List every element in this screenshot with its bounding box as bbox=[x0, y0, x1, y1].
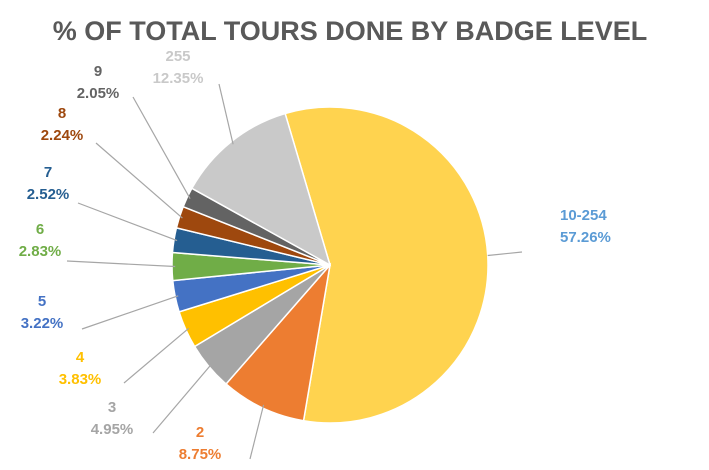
slice-label-name-10-254: 10-254 bbox=[560, 207, 607, 224]
slice-label-name-5: 5 bbox=[38, 293, 46, 310]
leader-line-4 bbox=[123, 327, 190, 384]
leader-line-6 bbox=[66, 260, 176, 268]
slice-label-name-2: 2 bbox=[196, 424, 204, 441]
leader-line-255 bbox=[218, 83, 234, 145]
slice-label-name-7: 7 bbox=[44, 164, 52, 181]
slice-label-name-255: 255 bbox=[165, 48, 190, 65]
leader-line-7 bbox=[77, 202, 178, 242]
slice-label-pct-9: 2.05% bbox=[77, 85, 120, 102]
pie-slices bbox=[171, 106, 489, 424]
leader-line-5 bbox=[81, 295, 179, 330]
leader-line-9 bbox=[132, 96, 191, 199]
slice-label-name-8: 8 bbox=[58, 105, 66, 122]
slice-label-pct-5: 3.22% bbox=[21, 315, 64, 332]
chart-title: % OF TOTAL TOURS DONE BY BADGE LEVEL bbox=[53, 16, 648, 46]
slice-label-name-4: 4 bbox=[76, 349, 85, 366]
slice-label-pct-8: 2.24% bbox=[41, 127, 84, 144]
slice-label-pct-2: 8.75% bbox=[179, 446, 222, 463]
pie-slice-10-254 bbox=[284, 106, 489, 424]
slice-label-pct-10-254: 57.26% bbox=[560, 229, 611, 246]
leader-line-10-254 bbox=[487, 251, 523, 257]
leader-lines bbox=[66, 83, 523, 460]
slice-label-pct-7: 2.52% bbox=[27, 186, 70, 203]
slice-label-name-9: 9 bbox=[94, 63, 102, 80]
leader-line-2 bbox=[249, 404, 265, 460]
slice-label-name-3: 3 bbox=[108, 399, 116, 416]
slice-label-pct-4: 3.83% bbox=[59, 371, 102, 388]
leader-line-8 bbox=[95, 142, 183, 219]
pie-slice-255 bbox=[190, 112, 332, 267]
leader-line-3 bbox=[152, 364, 212, 434]
slice-label-pct-255: 12.35% bbox=[153, 70, 204, 87]
slice-label-name-6: 6 bbox=[36, 221, 44, 238]
data-labels: 10-254 57.26% 2 8.75% 3 4.95% 4 3.83% 5 3.22% 6 2.8… bbox=[19, 48, 611, 463]
slice-label-pct-6: 2.83% bbox=[19, 243, 62, 260]
slice-label-pct-3: 4.95% bbox=[91, 421, 134, 438]
